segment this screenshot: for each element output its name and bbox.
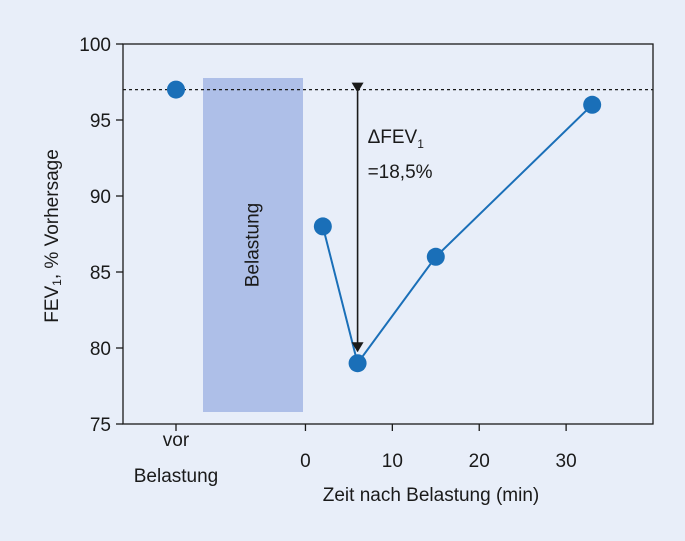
annotation-delta-main: ΔFEV [368, 127, 418, 148]
x-axis: 0 10 20 30 [175, 424, 577, 472]
x-tick-label-pre-line2: Belastung [134, 466, 219, 487]
series-points [313, 95, 602, 373]
exercise-period-bar [203, 78, 303, 412]
data-point-4 [583, 95, 602, 114]
y-tick-label: 90 [90, 187, 111, 208]
x-tick-label: 30 [556, 451, 577, 472]
x-tick-label: 0 [300, 451, 311, 472]
y-axis-title-rest: , % Vorhersage [42, 149, 63, 279]
y-tick-label: 95 [90, 111, 111, 132]
y-tick-label: 75 [90, 415, 111, 436]
y-axis-title-main: FEV [42, 286, 63, 323]
plot-area [122, 43, 654, 425]
data-point-1 [313, 217, 332, 236]
y-tick-label: 100 [79, 35, 111, 56]
x-axis-title: Zeit nach Belastung (min) [323, 485, 540, 506]
y-tick-label: 80 [90, 339, 111, 360]
y-axis: 75 80 85 90 95 100 [79, 35, 123, 436]
annotation-delta-fev1: ΔFEV1 [368, 127, 425, 151]
y-axis-title: FEV1, % Vorhersage [42, 149, 65, 323]
exercise-period-label: Belastung [243, 203, 264, 288]
y-axis-title-subscript: 1 [50, 279, 64, 286]
annotation-delta-subscript: 1 [417, 137, 424, 151]
data-point-2 [348, 354, 367, 373]
data-point-pre [167, 80, 185, 99]
data-point-3 [426, 247, 445, 266]
annotation-delta-value: =18,5% [368, 162, 433, 183]
x-tick-label: 10 [382, 451, 403, 472]
x-tick-label: 20 [469, 451, 490, 472]
series-line [321, 104, 593, 366]
y-tick-label: 85 [90, 263, 111, 284]
x-tick-label-pre-line1: vor [163, 430, 190, 451]
